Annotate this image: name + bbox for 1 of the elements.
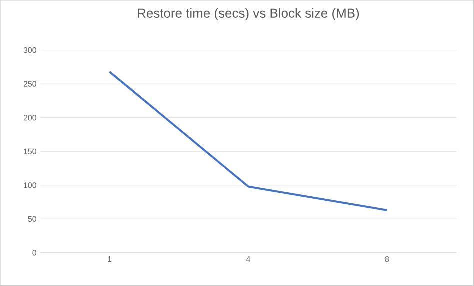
chart-title: Restore time (secs) vs Block size (MB) xyxy=(138,8,360,20)
